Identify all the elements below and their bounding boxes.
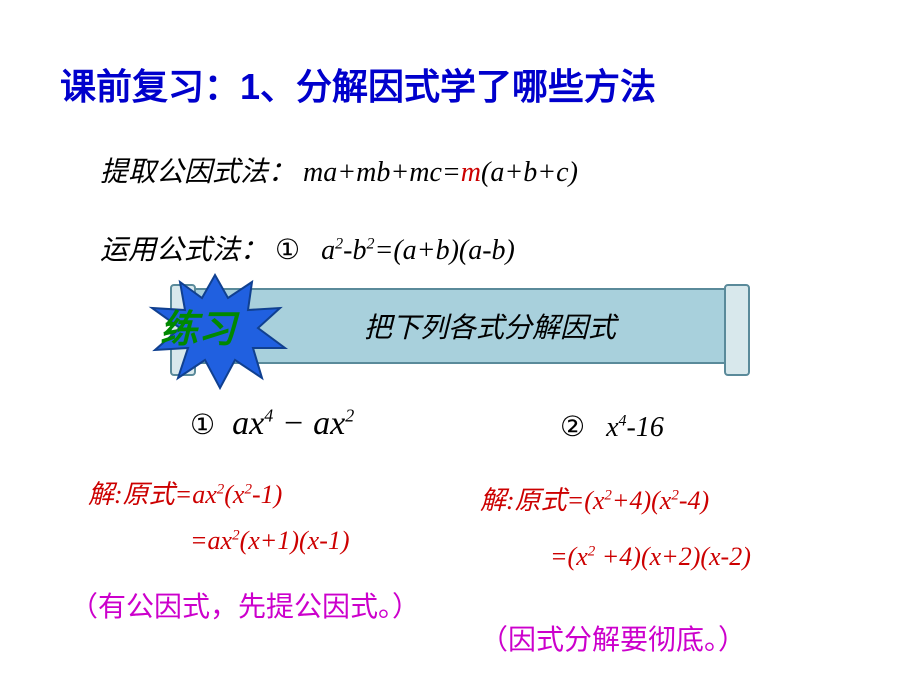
problem-1-circ: ① — [190, 410, 215, 441]
problem-2: ② x4-16 — [560, 410, 664, 444]
note-2: （因式分解要彻底。） — [480, 618, 746, 658]
method-2-label: 运用公式法： — [100, 235, 268, 266]
problem-2-expr: x4-16 — [606, 412, 664, 443]
banner-text: 把下列各式分解因式 — [364, 306, 616, 346]
note-1: （有公因式，先提公因式。） — [70, 585, 420, 625]
method-1-formula-pre: ma+mb+mc= — [303, 157, 461, 188]
method-2: 运用公式法： ① a2-b2=(a+b)(a-b) — [100, 228, 515, 268]
problem-1: ① ax4 − ax2 — [190, 405, 354, 443]
method-1: 提取公因式法： ma+mb+mc=m(a+b+c) — [100, 150, 578, 190]
method-2-formula: a2-b2=(a+b)(a-b) — [321, 235, 515, 266]
problem-2-circ: ② — [560, 412, 585, 443]
solution-1-line-2: =ax2(x+1)(x-1) — [190, 526, 350, 556]
method-1-label: 提取公因式法： — [100, 157, 296, 188]
solution-2-line-1: 解:原式=(x2+4)(x2-4) — [480, 480, 709, 517]
method-1-formula-post: (a+b+c) — [481, 157, 578, 188]
star-label: 练习 — [160, 298, 236, 353]
solution-1-line-1: 解:原式=ax2(x2-1) — [88, 474, 282, 511]
method-2-circ: ① — [275, 235, 300, 266]
page-title: 课前复习：1、分解因式学了哪些方法 — [60, 58, 656, 110]
method-1-formula-hl: m — [461, 157, 481, 188]
problem-1-expr: ax4 − ax2 — [232, 405, 354, 442]
solution-2-line-2: =(x2 +4)(x+2)(x-2) — [550, 542, 751, 572]
